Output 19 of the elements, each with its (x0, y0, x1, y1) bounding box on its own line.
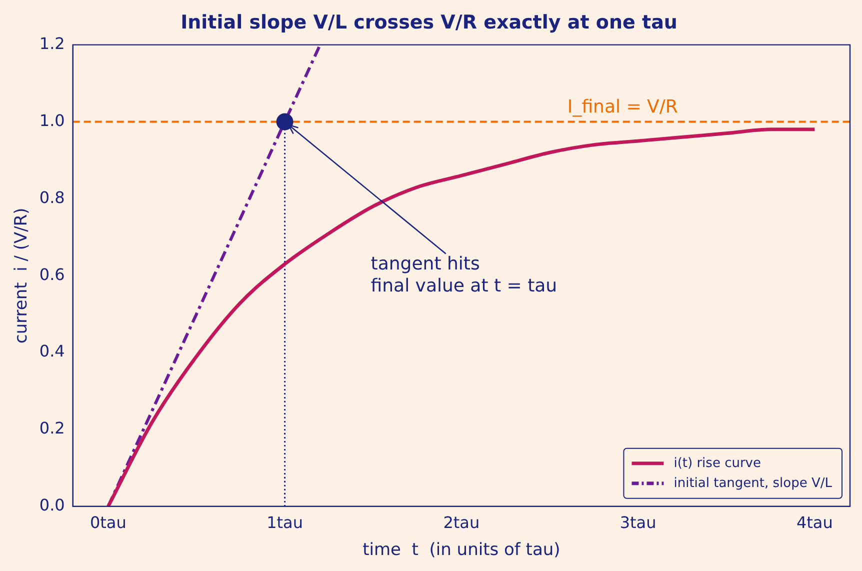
x-axis-title: time t (in units of tau) (362, 540, 560, 560)
y-tick-label: 0.8 (39, 188, 65, 207)
ref-line-label: I_final = V/R (567, 96, 678, 118)
x-tick-label: 4tau (796, 513, 833, 532)
legend-label: i(t) rise curve (674, 456, 762, 471)
x-tick-label: 0tau (90, 513, 126, 532)
x-tick-label: 1tau (266, 513, 303, 532)
x-tick-label: 3tau (620, 513, 656, 532)
annotation: tangent hits final value at t = tau (370, 253, 558, 296)
y-axis-title: current i / (V/R) (12, 208, 32, 344)
y-tick-label: 1.0 (39, 110, 65, 130)
y-tick-label: 0.4 (39, 342, 65, 361)
x-tick-label: 2tau (443, 513, 480, 532)
y-tick-label: 0.6 (39, 264, 65, 284)
chart-title: Initial slope V/L crosses V/R exactly at one tau (180, 11, 678, 34)
y-tick-label: 1.2 (39, 34, 65, 53)
y-tick-label: 0.0 (39, 496, 65, 515)
legend-label: initial tangent, slope V/L (674, 476, 833, 491)
y-tick-label: 0.2 (39, 418, 65, 438)
